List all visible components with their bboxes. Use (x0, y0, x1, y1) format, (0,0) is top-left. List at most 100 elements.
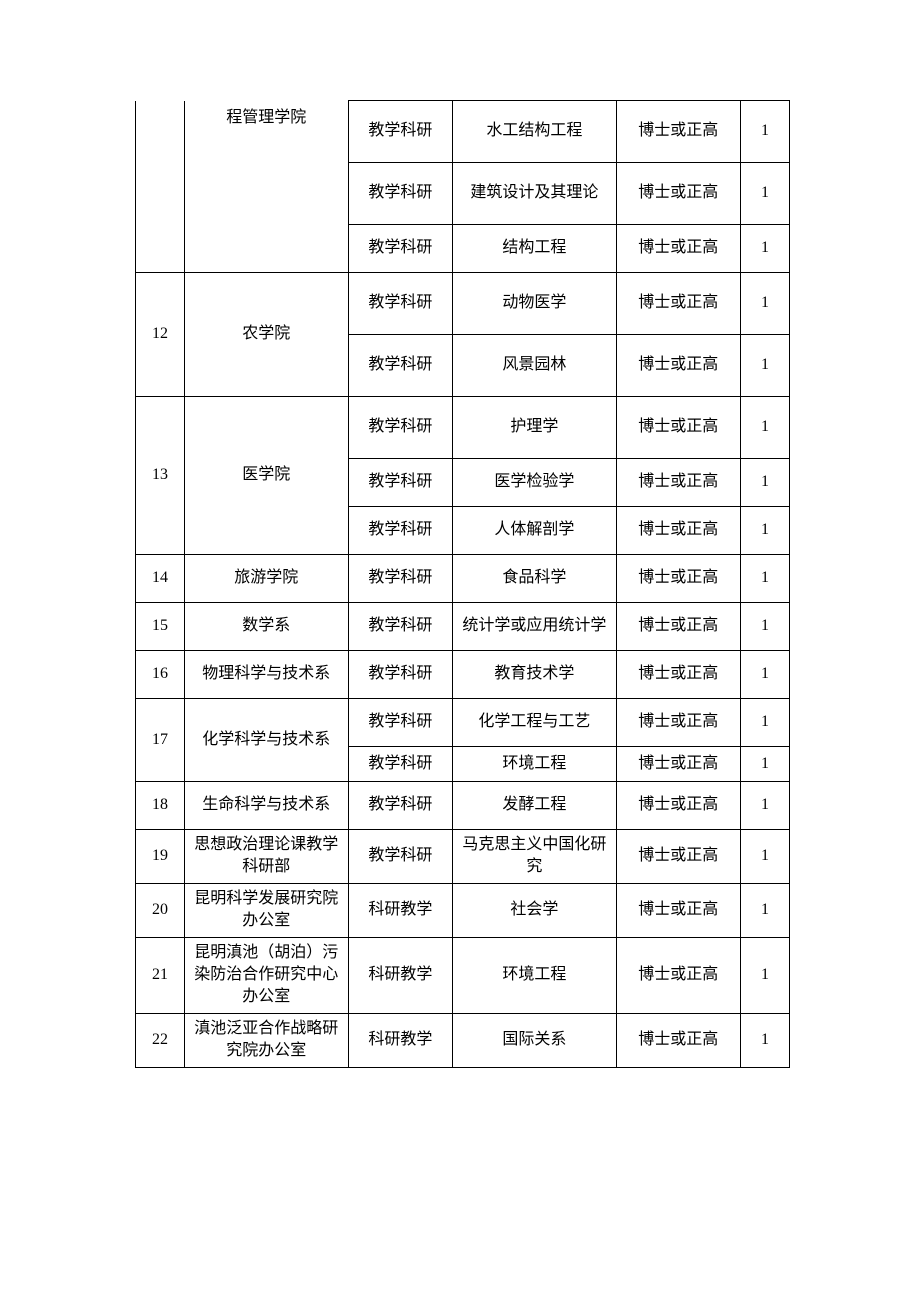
cell-type: 教学科研 (348, 830, 453, 884)
table-row: 12 农学院 教学科研 动物医学 博士或正高 1 (136, 273, 790, 335)
cell-type: 科研教学 (348, 1013, 453, 1067)
cell-major: 统计学或应用统计学 (453, 603, 617, 651)
cell-count: 1 (740, 101, 789, 163)
cell-dept: 农学院 (185, 273, 349, 397)
cell-req: 博士或正高 (616, 101, 740, 163)
cell-major: 食品科学 (453, 555, 617, 603)
cell-type: 教学科研 (348, 335, 453, 397)
cell-num: 13 (136, 397, 185, 555)
table-row: 17 化学科学与技术系 教学科研 化学工程与工艺 博士或正高 1 (136, 699, 790, 747)
cell-major: 发酵工程 (453, 782, 617, 830)
table-row: 20 昆明科学发展研究院办公室 科研教学 社会学 博士或正高 1 (136, 883, 790, 937)
cell-major: 人体解剖学 (453, 507, 617, 555)
cell-num (136, 101, 185, 273)
cell-req: 博士或正高 (616, 397, 740, 459)
cell-dept: 旅游学院 (185, 555, 349, 603)
cell-type: 教学科研 (348, 555, 453, 603)
cell-major: 化学工程与工艺 (453, 699, 617, 747)
cell-dept: 医学院 (185, 397, 349, 555)
cell-type: 教学科研 (348, 459, 453, 507)
cell-count: 1 (740, 782, 789, 830)
cell-count: 1 (740, 459, 789, 507)
cell-req: 博士或正高 (616, 459, 740, 507)
cell-num: 14 (136, 555, 185, 603)
cell-count: 1 (740, 699, 789, 747)
cell-req: 博士或正高 (616, 225, 740, 273)
cell-count: 1 (740, 397, 789, 459)
table-row: 18 生命科学与技术系 教学科研 发酵工程 博士或正高 1 (136, 782, 790, 830)
recruitment-table: 程管理学院 教学科研 水工结构工程 博士或正高 1 教学科研 建筑设计及其理论 … (135, 100, 790, 1068)
cell-req: 博士或正高 (616, 782, 740, 830)
cell-major: 国际关系 (453, 1013, 617, 1067)
cell-req: 博士或正高 (616, 555, 740, 603)
cell-type: 教学科研 (348, 397, 453, 459)
table-row: 14 旅游学院 教学科研 食品科学 博士或正高 1 (136, 555, 790, 603)
cell-num: 18 (136, 782, 185, 830)
cell-type: 教学科研 (348, 507, 453, 555)
cell-req: 博士或正高 (616, 603, 740, 651)
cell-major: 环境工程 (453, 937, 617, 1013)
table-row: 16 物理科学与技术系 教学科研 教育技术学 博士或正高 1 (136, 651, 790, 699)
cell-num: 21 (136, 937, 185, 1013)
table-row: 22 滇池泛亚合作战略研究院办公室 科研教学 国际关系 博士或正高 1 (136, 1013, 790, 1067)
cell-num: 17 (136, 699, 185, 782)
cell-major: 社会学 (453, 883, 617, 937)
cell-count: 1 (740, 830, 789, 884)
cell-major: 风景园林 (453, 335, 617, 397)
cell-req: 博士或正高 (616, 1013, 740, 1067)
cell-req: 博士或正高 (616, 651, 740, 699)
cell-count: 1 (740, 335, 789, 397)
cell-count: 1 (740, 1013, 789, 1067)
cell-count: 1 (740, 225, 789, 273)
cell-major: 动物医学 (453, 273, 617, 335)
cell-req: 博士或正高 (616, 747, 740, 782)
cell-count: 1 (740, 747, 789, 782)
cell-num: 20 (136, 883, 185, 937)
cell-type: 教学科研 (348, 747, 453, 782)
cell-dept: 昆明科学发展研究院办公室 (185, 883, 349, 937)
cell-major: 医学检验学 (453, 459, 617, 507)
cell-count: 1 (740, 163, 789, 225)
cell-type: 教学科研 (348, 273, 453, 335)
cell-type: 教学科研 (348, 603, 453, 651)
cell-dept: 程管理学院 (185, 101, 349, 273)
cell-req: 博士或正高 (616, 937, 740, 1013)
cell-req: 博士或正高 (616, 163, 740, 225)
cell-type: 教学科研 (348, 163, 453, 225)
cell-count: 1 (740, 937, 789, 1013)
table-row: 程管理学院 教学科研 水工结构工程 博士或正高 1 (136, 101, 790, 163)
cell-dept: 生命科学与技术系 (185, 782, 349, 830)
cell-dept: 思想政治理论课教学科研部 (185, 830, 349, 884)
cell-num: 22 (136, 1013, 185, 1067)
cell-type: 教学科研 (348, 782, 453, 830)
table-row: 13 医学院 教学科研 护理学 博士或正高 1 (136, 397, 790, 459)
cell-major: 护理学 (453, 397, 617, 459)
cell-req: 博士或正高 (616, 335, 740, 397)
cell-num: 12 (136, 273, 185, 397)
cell-major: 环境工程 (453, 747, 617, 782)
cell-count: 1 (740, 883, 789, 937)
cell-req: 博士或正高 (616, 507, 740, 555)
cell-req: 博士或正高 (616, 883, 740, 937)
table-row: 21 昆明滇池（胡泊）污染防治合作研究中心办公室 科研教学 环境工程 博士或正高… (136, 937, 790, 1013)
table-row: 15 数学系 教学科研 统计学或应用统计学 博士或正高 1 (136, 603, 790, 651)
cell-dept: 昆明滇池（胡泊）污染防治合作研究中心办公室 (185, 937, 349, 1013)
cell-type: 教学科研 (348, 101, 453, 163)
cell-type: 科研教学 (348, 937, 453, 1013)
cell-dept: 滇池泛亚合作战略研究院办公室 (185, 1013, 349, 1067)
cell-major: 建筑设计及其理论 (453, 163, 617, 225)
cell-num: 16 (136, 651, 185, 699)
cell-req: 博士或正高 (616, 273, 740, 335)
cell-type: 教学科研 (348, 651, 453, 699)
cell-req: 博士或正高 (616, 699, 740, 747)
cell-count: 1 (740, 555, 789, 603)
cell-num: 15 (136, 603, 185, 651)
cell-count: 1 (740, 603, 789, 651)
cell-count: 1 (740, 507, 789, 555)
cell-type: 教学科研 (348, 699, 453, 747)
cell-count: 1 (740, 651, 789, 699)
table-row: 19 思想政治理论课教学科研部 教学科研 马克思主义中国化研究 博士或正高 1 (136, 830, 790, 884)
cell-major: 马克思主义中国化研究 (453, 830, 617, 884)
cell-major: 结构工程 (453, 225, 617, 273)
cell-req: 博士或正高 (616, 830, 740, 884)
